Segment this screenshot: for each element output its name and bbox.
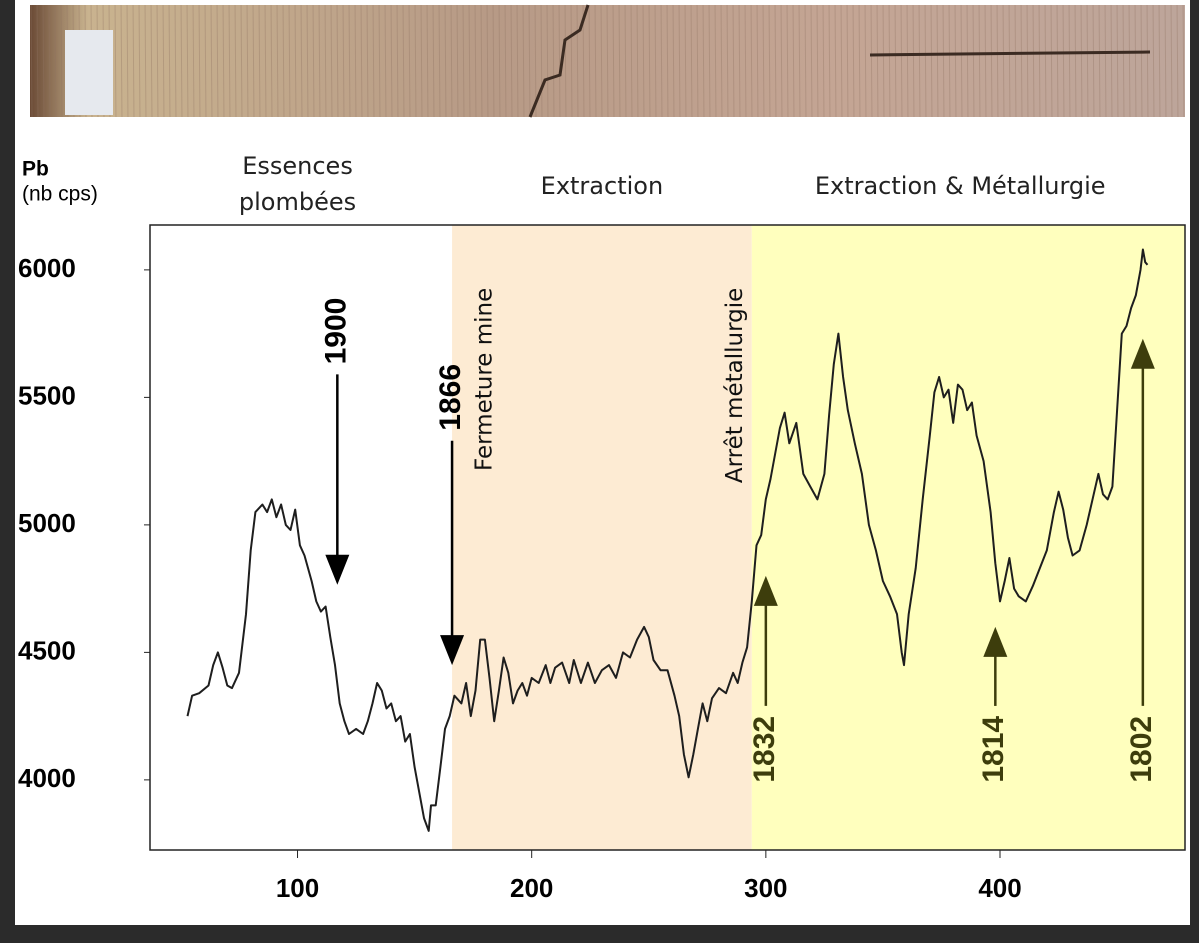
arrow-label: 1900 — [319, 298, 352, 365]
y-unit: (nb cps) — [22, 183, 98, 206]
shaded-span — [752, 225, 1185, 850]
arrow-label: 1802 — [1125, 716, 1158, 783]
x-tick-label: 200 — [510, 873, 553, 903]
arrow-label: 1832 — [748, 716, 781, 783]
region-label: Extraction & Métallurgie — [815, 172, 1106, 200]
arrow-label: 1814 — [977, 716, 1010, 783]
vertical-note: Fermeture mine — [471, 288, 497, 471]
region-label: plombées — [239, 188, 356, 216]
chart: Pb (nb cps) 4000 4500 5000 5500 6000 100 200 30… — [0, 0, 1199, 943]
y-tick-label: 5000 — [18, 508, 76, 538]
x-tick-label: 400 — [978, 873, 1021, 903]
x-tick-label: 300 — [744, 873, 787, 903]
y-tick-label: 5500 — [18, 380, 76, 410]
x-tick-label: 100 — [276, 873, 319, 903]
y-tick-label: 4000 — [18, 763, 76, 793]
y-tick-label: 4500 — [18, 635, 76, 665]
region-label: Essences — [242, 152, 353, 180]
y-tick-label: 6000 — [18, 253, 76, 283]
arrow-label: 1866 — [434, 364, 467, 431]
region-label: Extraction — [541, 172, 664, 200]
wood-core-photo — [30, 5, 1185, 117]
vertical-note: Arrêt métallurgie — [722, 288, 748, 483]
y-label: Pb — [22, 158, 49, 181]
